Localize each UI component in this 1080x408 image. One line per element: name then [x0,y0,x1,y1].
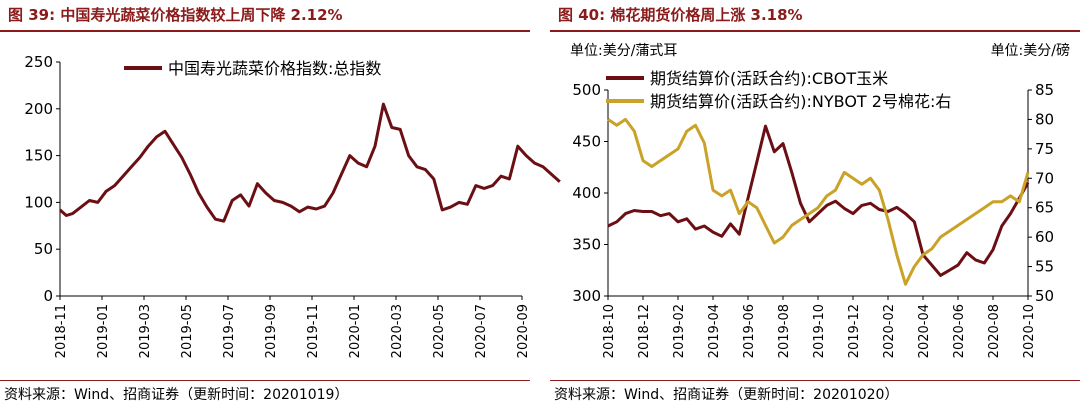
x-tick-label: 2020-06 [952,304,967,358]
x-tick-label: 2020-02 [882,304,897,358]
x-tick-label: 2019-05 [180,304,195,358]
legend-label: 中国寿光蔬菜价格指数:总指数 [168,59,381,78]
x-tick-label: 2020-07 [474,304,489,358]
x-tick-label: 2020-05 [432,304,447,358]
left-chart-title: 图 39: 中国寿光蔬菜价格指数较上周下降 2.12% [8,6,343,24]
x-tick-label: 2018-12 [637,304,652,358]
x-tick-label: 2018-11 [54,304,69,358]
x-tick-label: 2019-06 [742,304,757,358]
y-tick-label: 350 [572,236,601,254]
y2-tick-label: 85 [1035,81,1054,99]
series-line-series-0 [59,102,561,223]
left-axis-unit: 单位:美分/蒲式耳 [570,43,678,59]
right-title-rule [550,30,1080,32]
y-tick-label: 0 [43,287,53,305]
left-chart: 0 50 100 150 200 250 2018-11 2019-01 2019-03 2019… [24,53,561,358]
x-tick-label: 2020-01 [348,304,363,358]
x-tick-label: 2020-10 [1022,304,1037,358]
y2-tick-label: 70 [1035,169,1054,187]
series-line-cbot [607,124,1030,277]
right-axis-unit: 单位:美分/磅 [990,43,1070,59]
legend-label: 期货结算价(活跃合约):CBOT玉米 [650,69,888,88]
x-tick-label: 2020-04 [917,304,932,358]
x-tick-label: 2019-10 [812,304,827,358]
y-tick-label: 50 [34,240,53,258]
right-source-note: 资料来源：Wind、招商证券（更新时间：20201020） [554,387,899,403]
x-tick-label: 2020-08 [987,304,1002,358]
x-tick-label: 2019-08 [777,304,792,358]
series-line-nybot-2 [607,117,1030,286]
x-tick-label: 2019-09 [264,304,279,358]
y-tick-label: 300 [572,287,601,305]
y-tick-label: 250 [24,53,53,71]
right-chart-title: 图 40: 棉花期货价格周上涨 3.18% [558,6,803,24]
x-tick-label: 2019-02 [672,304,687,358]
x-tick-label: 2019-03 [138,304,153,358]
y-tick-label: 100 [24,193,53,211]
x-tick-label: 2019-12 [847,304,862,358]
y-tick-label: 400 [572,184,601,202]
left-source-note: 资料来源：Wind、招商证券（更新时间：20201019） [4,387,349,403]
x-tick-label: 2019-07 [222,304,237,358]
x-tick-label: 2019-01 [96,304,111,358]
left-title-rule [0,30,530,32]
y2-tick-label: 60 [1035,228,1054,246]
y-tick-label: 150 [24,147,53,165]
y-tick-label: 200 [24,100,53,118]
y2-tick-label: 80 [1035,110,1054,128]
x-tick-label: 2020-09 [516,304,531,358]
legend-label: 期货结算价(活跃合约):NYBOT 2号棉花:右 [650,92,951,111]
right-panel: 图 40: 棉花期货价格周上涨 3.18% 单位:美分/蒲式耳 单位:美分/磅 … [550,0,1080,408]
y-tick-label: 450 [572,133,601,151]
y2-tick-label: 65 [1035,199,1054,217]
y2-tick-label: 50 [1035,287,1054,305]
x-tick-label: 2019-04 [707,304,722,358]
x-tick-label: 2018-10 [602,304,617,358]
y2-tick-label: 75 [1035,140,1054,158]
right-source-rule [550,380,1080,381]
x-tick-label: 2020-03 [390,304,405,358]
x-tick-label: 2019-11 [306,304,321,358]
left-source-rule [0,380,530,381]
right-chart: 300 350 400 450 500 50 55 60 65 70 75 80 85 2018-10 20… [572,69,1054,358]
y-tick-label: 500 [572,81,601,99]
y2-tick-label: 55 [1035,258,1054,276]
left-panel: 图 39: 中国寿光蔬菜价格指数较上周下降 2.12% 0 50 100 150 200… [0,0,561,408]
